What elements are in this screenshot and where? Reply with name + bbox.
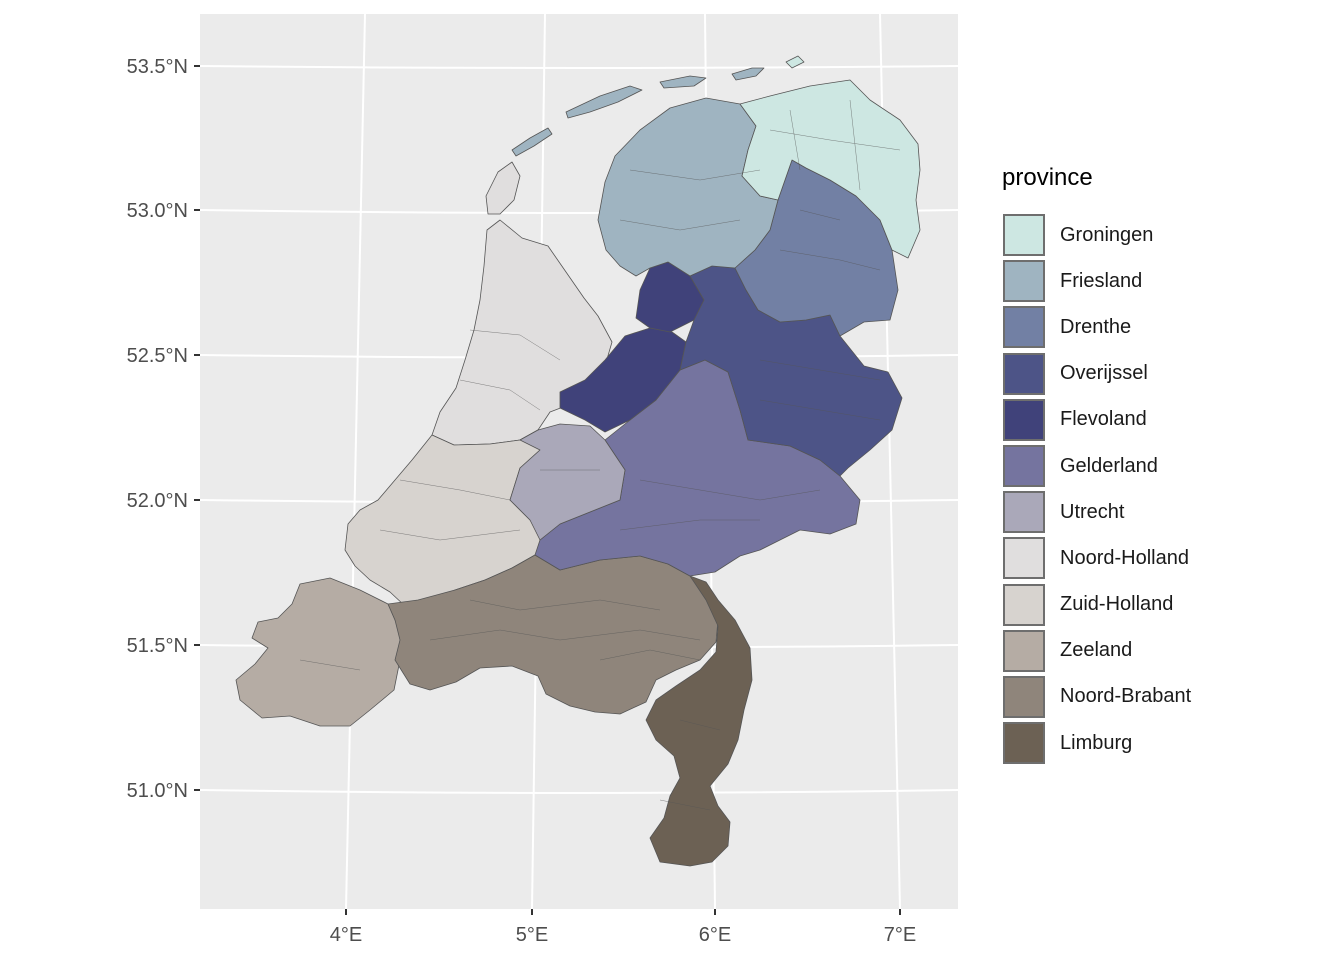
province-noord-holland-texel	[485, 161, 521, 215]
y-tick-label: 53.5°N	[127, 56, 188, 78]
provinces	[235, 55, 921, 867]
legend-title: province	[1002, 164, 1093, 191]
legend-swatch	[1003, 537, 1045, 580]
legend-label: Noord-Brabant	[1060, 685, 1192, 708]
legend-item: Drenthe	[1000, 304, 1300, 350]
x-axis-ticks	[345, 909, 901, 915]
legend-swatch	[1003, 722, 1045, 765]
island-terschelling	[565, 85, 643, 119]
municipality-boundaries	[299, 99, 901, 811]
y-tick-label: 52.0°N	[127, 490, 188, 512]
legend-item: Overijssel	[1000, 351, 1300, 397]
x-axis-labels: 4°E 5°E 6°E 7°E	[330, 924, 916, 946]
y-tick-label: 53.0°N	[127, 200, 188, 222]
legend: province Groningen Friesland Drenthe Overij…	[1000, 164, 1300, 766]
legend-label: Gelderland	[1060, 454, 1158, 477]
island-schiermonnikoog	[731, 67, 765, 81]
x-tick-label: 4°E	[330, 924, 362, 946]
province-groningen	[739, 79, 921, 259]
legend-item: Flevoland	[1000, 397, 1300, 443]
legend-item: Zuid-Holland	[1000, 582, 1300, 628]
island-rottumeroog	[785, 55, 805, 69]
legend-item: Friesland	[1000, 258, 1300, 304]
legend-swatch	[1003, 352, 1045, 395]
legend-swatch	[1003, 675, 1045, 718]
legend-item: Limburg	[1000, 720, 1300, 766]
y-axis-ticks	[194, 65, 200, 791]
y-tick-label: 51.0°N	[127, 780, 188, 802]
legend-label: Zeeland	[1060, 639, 1133, 662]
y-axis-labels: 53.5°N 53.0°N 52.5°N 52.0°N 51.5°N 51.0°…	[127, 56, 188, 802]
legend-label: Overijssel	[1060, 362, 1148, 385]
y-tick-label: 51.5°N	[127, 635, 188, 657]
legend-label: Friesland	[1060, 269, 1143, 292]
legend-swatch	[1003, 398, 1045, 441]
legend-swatch	[1003, 583, 1045, 626]
island-ameland	[659, 75, 707, 89]
x-tick-label: 7°E	[884, 924, 916, 946]
y-tick-label: 52.5°N	[127, 345, 188, 367]
legend-item: Zeeland	[1000, 628, 1300, 674]
legend-swatch	[1003, 491, 1045, 534]
legend-label: Limburg	[1060, 731, 1133, 754]
province-friesland	[597, 97, 779, 277]
legend-item: Groningen	[1000, 212, 1300, 258]
legend-label: Zuid-Holland	[1060, 593, 1174, 616]
legend-swatch	[1003, 306, 1045, 349]
legend-item: Noord-Brabant	[1000, 674, 1300, 720]
legend-swatch	[1003, 445, 1045, 488]
legend-label: Groningen	[1060, 223, 1154, 246]
province-limburg	[645, 575, 753, 867]
legend-label: Flevoland	[1060, 408, 1147, 431]
legend-swatch	[1003, 260, 1045, 303]
legend-swatch	[1003, 214, 1045, 257]
x-tick-label: 5°E	[516, 924, 548, 946]
legend-swatch	[1003, 629, 1045, 672]
legend-label: Drenthe	[1060, 315, 1132, 338]
legend-item: Gelderland	[1000, 443, 1300, 489]
province-utrecht	[509, 423, 626, 541]
x-tick-label: 6°E	[699, 924, 731, 946]
legend-items: Groningen Friesland Drenthe Overijssel Flevo…	[1000, 212, 1300, 766]
legend-label: Utrecht	[1060, 500, 1125, 523]
legend-item: Noord-Holland	[1000, 535, 1300, 581]
legend-label: Noord-Holland	[1060, 546, 1189, 569]
island-vlieland	[511, 127, 553, 157]
legend-item: Utrecht	[1000, 489, 1300, 535]
